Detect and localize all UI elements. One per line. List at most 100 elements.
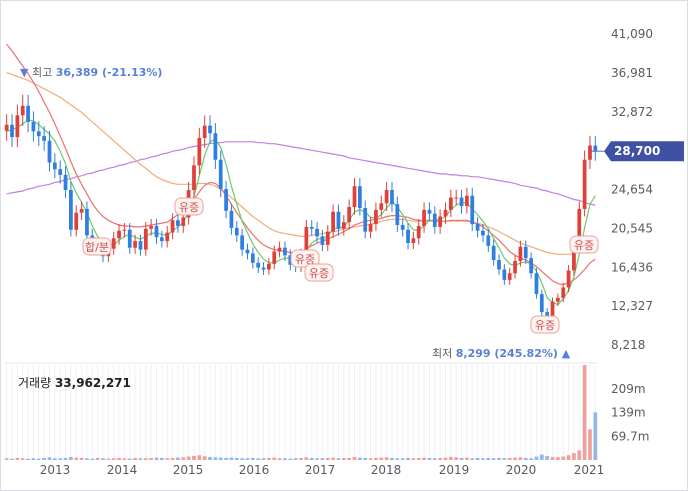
volume-bar [138, 458, 143, 460]
candle-body [443, 209, 448, 217]
candle-body [4, 124, 9, 131]
volume-bar [256, 458, 261, 460]
event-badge [82, 237, 112, 256]
candle-body [432, 213, 437, 227]
volume-bar [309, 457, 314, 460]
volume-bar [106, 458, 111, 460]
volume-bar [454, 457, 459, 460]
low-label: 최저 [432, 347, 456, 360]
low-value: 8,299 (245.82%) [456, 347, 562, 360]
event-label: 유증 [535, 319, 555, 332]
volume-axis: 209m 139m 69.7m [611, 382, 649, 443]
candle-body [454, 197, 459, 199]
candle-body [240, 235, 245, 250]
price-tick-label: 8,218 [611, 338, 645, 352]
candle-body [390, 190, 394, 205]
candle-body [582, 159, 587, 209]
candle-body [523, 246, 528, 259]
candle-body [85, 208, 89, 236]
volume-bar [400, 458, 405, 460]
candle-body [47, 140, 52, 163]
volume-bar [143, 458, 148, 460]
volume-bar [101, 458, 105, 460]
volume-bar [208, 456, 212, 460]
candle-body [213, 133, 218, 160]
volume-bar [176, 457, 180, 460]
volume-bar [593, 412, 598, 460]
volume-bar [154, 457, 159, 460]
volume-bar [475, 457, 480, 460]
price-tick-label: 12,327 [611, 299, 653, 313]
event-badge [304, 263, 334, 282]
candle-body [475, 224, 480, 231]
candle-body [250, 253, 255, 263]
volume-bar [95, 457, 100, 460]
volume-tick-label: 209m [611, 382, 646, 396]
candle-body [224, 189, 228, 211]
candle-body [427, 209, 432, 214]
candle-body [170, 220, 175, 233]
price-tick-label: 16,436 [611, 260, 653, 274]
candle-body [69, 190, 73, 230]
candle-body [593, 145, 598, 152]
low-annotation: 최저 8,299 (245.82%) ▲ [432, 347, 571, 360]
volume-bar [79, 457, 84, 460]
current-price-badge [604, 141, 684, 162]
candle-body [336, 211, 341, 229]
x-tick-label: 2014 [107, 463, 138, 477]
volume-bar [133, 457, 137, 460]
candle-body [197, 137, 202, 166]
high-annotation: ▼ 최고 36,389 (-21.13%) [20, 66, 162, 79]
candle-body [192, 165, 196, 191]
candle-body [176, 220, 180, 226]
moving-average-orange [6, 72, 596, 255]
volume-bar [90, 458, 95, 460]
candle-body [395, 204, 400, 226]
volume-grid [6, 365, 596, 460]
candle-body [127, 229, 132, 248]
current-price-label: 28,700 [614, 144, 660, 158]
volume-bar [42, 457, 47, 460]
volume-bar [245, 458, 250, 460]
candle-body [374, 209, 378, 225]
volume-bar [481, 458, 485, 460]
volume-bar [315, 458, 319, 460]
candle-body [368, 224, 373, 232]
volume-bar [250, 457, 255, 460]
event-label: 합/분 [85, 241, 109, 254]
volume-bar [277, 458, 282, 460]
volume-bar [15, 457, 20, 460]
candle-body [143, 228, 148, 250]
volume-bar [202, 456, 207, 460]
event-badge [174, 197, 204, 216]
candle-body [26, 105, 30, 122]
event-marker: 유증 [174, 197, 204, 216]
candle-body [481, 230, 485, 236]
volume-bar [341, 457, 346, 460]
candle-body [277, 247, 282, 252]
volume-bar [363, 457, 368, 460]
volume-bar [406, 457, 410, 460]
candle-body [422, 209, 426, 226]
candle-body [15, 115, 20, 138]
volume-bar [566, 455, 571, 460]
volume-bar [411, 458, 416, 460]
candle-body [234, 227, 239, 236]
candle-body [491, 245, 496, 261]
volume-bar [10, 458, 14, 460]
x-tick-label: 2021 [574, 463, 605, 477]
x-tick-label: 2020 [506, 463, 537, 477]
volume-bar [379, 457, 384, 460]
candle-body [261, 267, 266, 270]
candle-body [534, 273, 539, 295]
candle-body [497, 260, 501, 270]
volume-bar [304, 457, 309, 460]
volume-bar [111, 458, 116, 460]
volume-bar [117, 457, 121, 460]
candle-body [529, 258, 533, 274]
price-tick-label: 24,654 [611, 183, 653, 197]
volume-bar [545, 455, 550, 460]
volume-bar [390, 457, 394, 460]
volume-bar [63, 457, 68, 460]
volume-bar [288, 458, 293, 460]
